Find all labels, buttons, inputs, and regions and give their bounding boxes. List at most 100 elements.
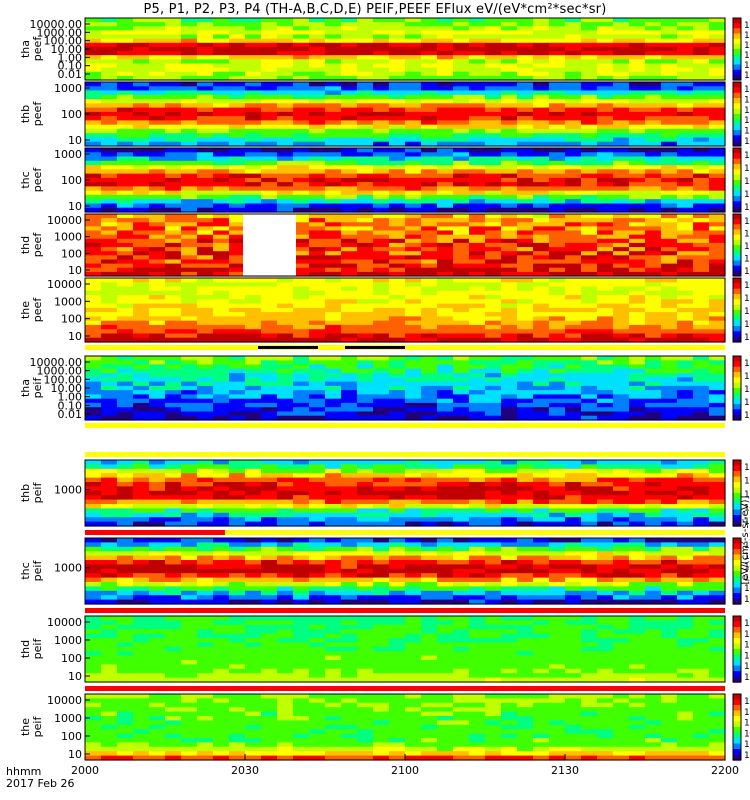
heatmap-cell xyxy=(597,316,614,322)
heatmap-cell xyxy=(629,499,646,505)
heatmap-cell xyxy=(261,295,278,300)
colorbar: 10⁷10⁶10⁵10⁴10³ xyxy=(732,213,750,277)
panel-tha-peef: tha peef10000.001000.00100.0010.001.000.1… xyxy=(19,17,750,81)
heatmap-cell xyxy=(421,94,438,100)
heatmap-cell xyxy=(677,390,694,395)
heatmap-cell xyxy=(581,230,598,236)
heatmap-cell xyxy=(661,402,678,408)
heatmap-cell xyxy=(197,320,214,326)
heatmap-cell xyxy=(117,148,134,153)
heatmap-cell xyxy=(357,30,374,36)
heatmap-cell xyxy=(389,169,406,175)
heatmap-cell xyxy=(405,267,422,273)
heatmap-cell xyxy=(629,22,646,27)
heatmap-cell xyxy=(693,26,710,31)
heatmap-cell xyxy=(245,356,262,361)
heatmap-cell xyxy=(117,199,134,205)
heatmap-cell xyxy=(293,373,310,378)
heatmap-cell xyxy=(181,94,198,100)
colorbar-cell xyxy=(733,180,741,184)
heatmap-cell xyxy=(501,377,518,383)
heatmap-cell xyxy=(517,573,534,579)
heatmap-cell xyxy=(341,63,358,69)
heatmap-cell xyxy=(581,59,598,64)
heatmap-cell xyxy=(229,94,246,100)
heatmap-cell xyxy=(229,577,246,583)
heatmap-cell xyxy=(597,486,614,492)
heatmap-cell xyxy=(325,173,342,179)
heatmap-cell xyxy=(677,190,694,196)
heatmap-cell xyxy=(581,152,598,158)
heatmap-cell xyxy=(85,263,102,269)
heatmap-cell xyxy=(341,71,358,77)
heatmap-cell xyxy=(469,111,486,117)
heatmap-cell xyxy=(613,234,630,240)
heatmap-cell xyxy=(453,152,470,158)
heatmap-cell xyxy=(85,546,102,552)
heatmap-cell xyxy=(101,194,118,200)
heatmap-cell xyxy=(677,107,694,113)
y-tick-label: 10 xyxy=(68,134,82,147)
heatmap-cell xyxy=(357,226,374,232)
heatmap-cell xyxy=(469,402,486,408)
heatmap-cell xyxy=(197,177,214,183)
heatmap-cell xyxy=(677,303,694,309)
heatmap-cell xyxy=(389,312,406,317)
heatmap-cell xyxy=(293,51,310,56)
colorbar-frame xyxy=(732,213,742,277)
heatmap-cell xyxy=(341,398,358,404)
colorbar-cell xyxy=(733,487,741,491)
heatmap-cell xyxy=(533,402,550,408)
heatmap-cell xyxy=(453,128,470,134)
heatmap-cell xyxy=(149,133,166,139)
heatmap-cell xyxy=(309,226,326,232)
heatmap-cell xyxy=(485,312,502,317)
heatmap-cell xyxy=(389,222,406,227)
heatmap-cell xyxy=(661,133,678,139)
heatmap-cell xyxy=(245,278,262,283)
heatmap-cell xyxy=(373,255,390,260)
heatmap-cell xyxy=(245,86,262,92)
heatmap-cell xyxy=(389,259,406,265)
heatmap-cell xyxy=(437,199,454,205)
heatmap-cell xyxy=(677,242,694,248)
heatmap-cell xyxy=(549,251,566,256)
heatmap-cell xyxy=(117,473,134,479)
heatmap-cell xyxy=(453,263,470,269)
heatmap-cell xyxy=(261,46,278,52)
heatmap-cell xyxy=(277,26,294,31)
heatmap-cell xyxy=(389,234,406,240)
heatmap-cell xyxy=(245,468,262,474)
heatmap-cell xyxy=(357,495,374,501)
heatmap-cell xyxy=(85,599,102,605)
heatmap-cell xyxy=(693,295,710,300)
heatmap-cell xyxy=(325,356,342,361)
heatmap-cell xyxy=(597,555,614,561)
heatmap-cell xyxy=(293,190,310,196)
heatmap-cell xyxy=(565,42,582,48)
heatmap-cell xyxy=(389,218,406,223)
heatmap-cell xyxy=(341,267,358,273)
heatmap-cell xyxy=(565,190,582,196)
heatmap-cell xyxy=(101,303,118,309)
heatmap-cell xyxy=(629,26,646,31)
heatmap-cell xyxy=(149,329,166,335)
heatmap-cell xyxy=(309,568,326,574)
heatmap-cell xyxy=(277,103,294,109)
heatmap-cell xyxy=(693,75,710,81)
heatmap-cell xyxy=(117,133,134,139)
heatmap-cell xyxy=(469,286,486,292)
heatmap-cell xyxy=(485,356,502,361)
heatmap-cell xyxy=(149,595,166,601)
heatmap-cell xyxy=(485,99,502,104)
heatmap-cell xyxy=(597,26,614,31)
heatmap-cell xyxy=(101,381,118,387)
heatmap-cell xyxy=(197,473,214,479)
heatmap-cell xyxy=(469,495,486,501)
heatmap-cell xyxy=(325,599,342,605)
heatmap-cell xyxy=(709,137,726,143)
heatmap-cell xyxy=(693,337,710,343)
heatmap-cell xyxy=(293,46,310,52)
heatmap-cell xyxy=(421,282,438,288)
heatmap-cell xyxy=(149,324,166,330)
